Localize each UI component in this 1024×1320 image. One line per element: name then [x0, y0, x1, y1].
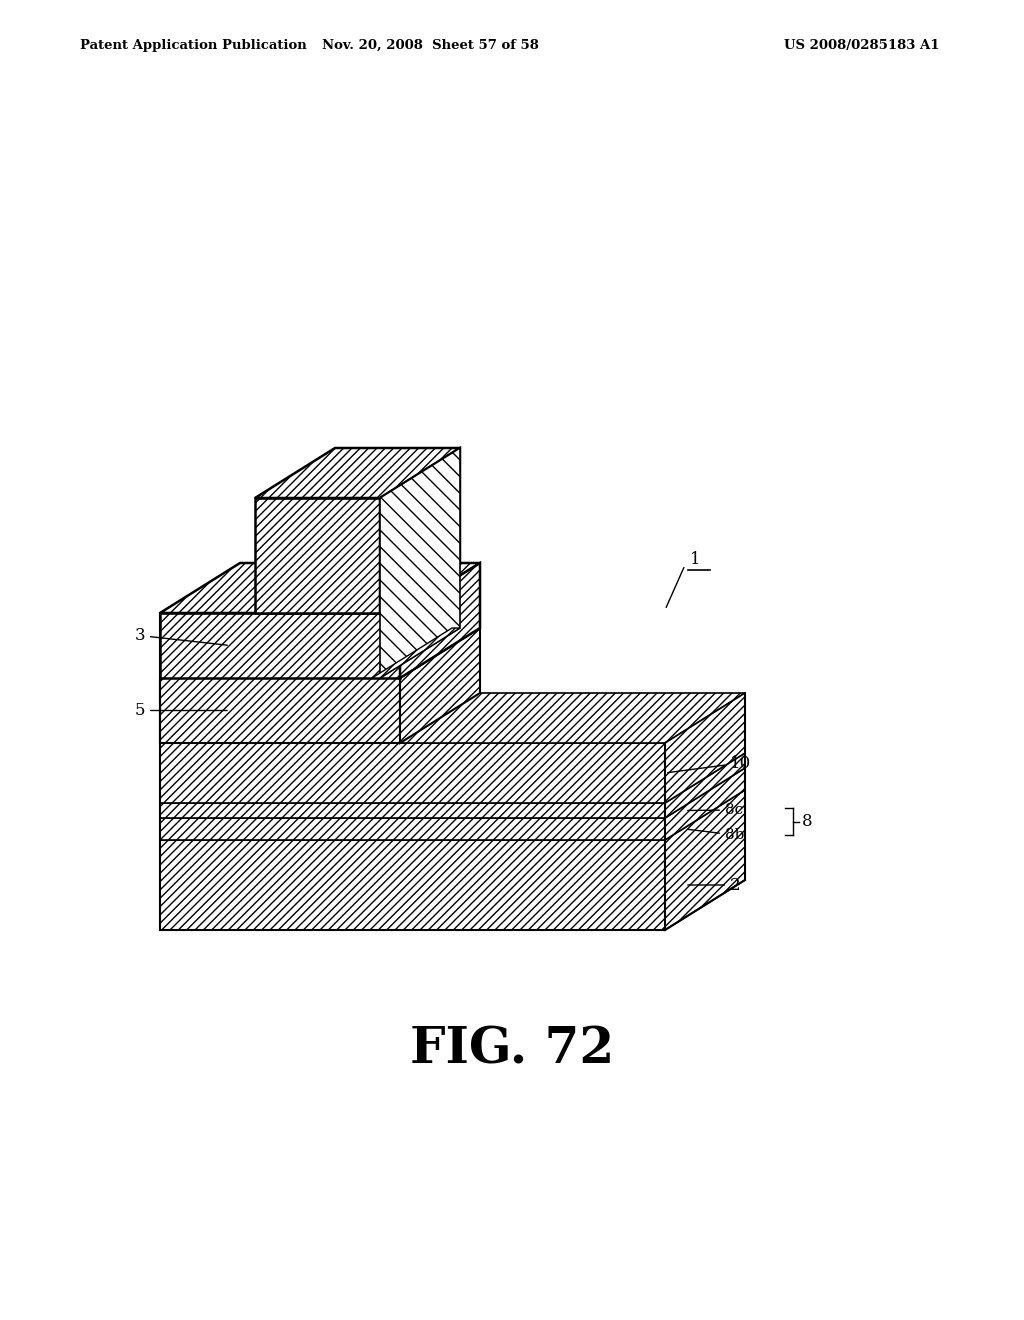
Polygon shape: [380, 447, 460, 678]
Polygon shape: [160, 789, 745, 840]
Text: FIG. 72: FIG. 72: [410, 1026, 614, 1074]
Polygon shape: [255, 498, 380, 612]
Polygon shape: [160, 678, 400, 743]
Polygon shape: [160, 840, 665, 931]
Polygon shape: [160, 803, 665, 818]
Polygon shape: [160, 752, 745, 803]
Polygon shape: [255, 447, 460, 498]
Polygon shape: [160, 612, 400, 678]
Text: 8: 8: [802, 813, 813, 830]
Polygon shape: [665, 768, 745, 840]
Polygon shape: [160, 768, 745, 818]
Polygon shape: [380, 447, 460, 612]
Polygon shape: [400, 564, 480, 678]
Polygon shape: [160, 693, 745, 743]
Polygon shape: [160, 743, 665, 803]
Polygon shape: [400, 628, 480, 743]
Text: Nov. 20, 2008  Sheet 57 of 58: Nov. 20, 2008 Sheet 57 of 58: [322, 38, 539, 51]
Text: 1: 1: [690, 552, 700, 569]
Text: 2: 2: [688, 876, 740, 894]
Polygon shape: [665, 693, 745, 803]
Polygon shape: [665, 789, 745, 931]
Text: 3: 3: [134, 627, 227, 645]
Text: US 2008/0285183 A1: US 2008/0285183 A1: [784, 38, 940, 51]
Text: Patent Application Publication: Patent Application Publication: [80, 38, 307, 51]
Polygon shape: [160, 818, 665, 840]
Polygon shape: [665, 752, 745, 818]
Text: 8c: 8c: [688, 803, 743, 817]
Text: 10: 10: [668, 755, 752, 772]
Polygon shape: [160, 628, 480, 678]
Text: 8b: 8b: [688, 828, 744, 842]
Polygon shape: [372, 628, 460, 678]
Polygon shape: [160, 564, 480, 612]
Text: 5: 5: [134, 702, 227, 719]
